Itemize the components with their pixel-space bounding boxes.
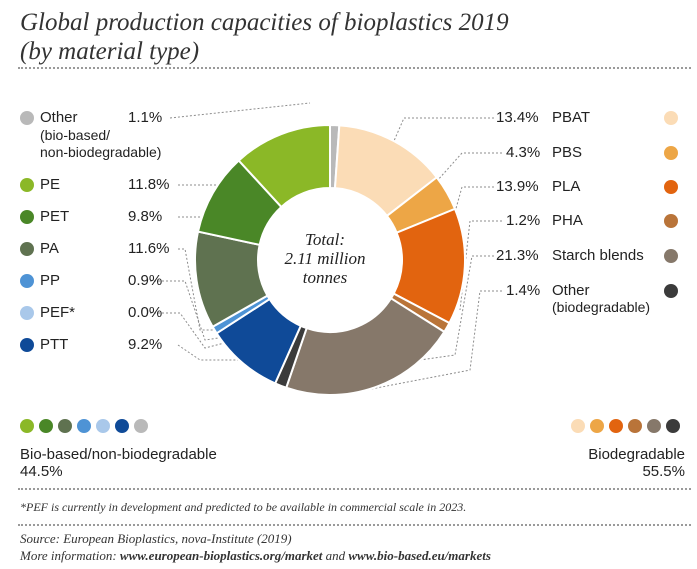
- legend-label-pla: PLA: [552, 178, 581, 195]
- pct-starch: 21.3%: [496, 247, 539, 264]
- more-info-and: and: [322, 548, 349, 563]
- pct-pp: 0.9%: [128, 272, 163, 289]
- legend-swatch-pha: [664, 214, 678, 228]
- legend-sublabel-other-biodegradable: (biodegradable): [552, 299, 651, 315]
- group-swatch-biodegradable-3: [628, 419, 642, 433]
- pct-pa: 11.6%: [128, 240, 170, 257]
- pct-other-biobased: 1.1%: [128, 109, 163, 126]
- leader-line-other_bd: [339, 290, 502, 396]
- legend-swatch-pp: [20, 274, 34, 288]
- legend-swatch-pe: [20, 178, 34, 192]
- legend-label-pa: PA: [40, 240, 59, 257]
- legend-swatch-pbs: [664, 146, 678, 160]
- group-swatch-biobased-3: [77, 419, 91, 433]
- legend-swatch-pef: [20, 306, 34, 320]
- more-info: More information: www.european-bioplasti…: [20, 547, 491, 564]
- legend-swatch-pa: [20, 242, 34, 256]
- legend-label-pp: PP: [40, 272, 61, 289]
- footnote: *PEF is currently in development and pre…: [20, 500, 467, 514]
- center-line-1: Total:: [304, 230, 345, 249]
- group-label-biobased: Bio-based/non-biodegradable: [20, 446, 217, 463]
- legend-swatch-ptt: [20, 338, 34, 352]
- slice-starch: [284, 296, 446, 396]
- pct-pla: 13.9%: [496, 178, 539, 195]
- top-divider: [18, 67, 691, 69]
- source-line: Source: European Bioplastics, nova-Insti…: [20, 531, 292, 546]
- pct-pet: 9.8%: [128, 208, 163, 225]
- legend-label-pha: PHA: [552, 212, 583, 229]
- legend-label-ptt: PTT: [40, 336, 69, 353]
- group-swatch-biobased-2: [58, 419, 72, 433]
- group-swatch-biodegradable-1: [590, 419, 604, 433]
- group-swatch-biodegradable-4: [647, 419, 661, 433]
- link-bio-based[interactable]: www.bio-based.eu/markets: [348, 548, 491, 563]
- pct-pef: 0.0%: [128, 304, 163, 321]
- leader-line-pbs: [419, 152, 502, 201]
- leader-line-pp: [150, 280, 233, 341]
- legend-swatch-other-biobased: [20, 111, 34, 125]
- legend-swatch-starch: [664, 249, 678, 263]
- leader-line-starch: [419, 255, 494, 361]
- pct-pe: 11.8%: [128, 176, 170, 193]
- bottom-divider: [18, 524, 691, 526]
- legend-label-pet: PET: [40, 208, 70, 225]
- group-label-biodegradable: Biodegradable: [588, 446, 685, 463]
- group-swatch-biobased-5: [115, 419, 129, 433]
- pct-pbs: 4.3%: [506, 144, 541, 161]
- slice-pe: [237, 123, 331, 209]
- chart-title: Global production capacities of bioplast…: [20, 8, 509, 66]
- legend-label-other-biodegradable: Other: [552, 282, 590, 299]
- legend-label-pbs: PBS: [552, 144, 583, 161]
- legend-label-other-biobased: Other: [40, 109, 78, 126]
- legend-sublabel-line1: (bio-based/: [40, 127, 111, 143]
- legend-swatch-pet: [20, 210, 34, 224]
- legend-sublabel-other-biobased: (bio-based/ non-biodegradable): [40, 127, 161, 161]
- leader-line-pef: [150, 312, 237, 349]
- legend-label-pef: PEF*: [40, 304, 76, 321]
- title-line-2: (by material type): [20, 38, 200, 65]
- pct-pbat: 13.4%: [496, 109, 539, 126]
- pct-other-biodegradable: 1.4%: [506, 282, 541, 299]
- legend-label-pe: PE: [40, 176, 61, 193]
- legend-label-pbat: PBAT: [552, 109, 591, 126]
- center-line-3: tonnes: [302, 268, 348, 287]
- legend-swatch-pla: [664, 180, 678, 194]
- legend-label-starch: Starch blends: [552, 247, 644, 264]
- center-total: Total: 2.11 million tonnes: [270, 230, 380, 287]
- group-swatch-biodegradable-5: [666, 419, 680, 433]
- legend-swatch-pbat: [664, 111, 678, 125]
- more-info-prefix: More information:: [20, 548, 120, 563]
- group-swatch-biobased-1: [39, 419, 53, 433]
- legend-sublabel-line2: non-biodegradable): [40, 144, 162, 160]
- leader-line-pha: [459, 220, 502, 311]
- pct-ptt: 9.2%: [128, 336, 163, 353]
- pct-pha: 1.2%: [506, 212, 541, 229]
- leader-line-pbat: [389, 117, 494, 151]
- mid-divider: [18, 488, 691, 490]
- group-pct-biobased: 44.5%: [20, 463, 63, 480]
- group-swatch-biobased-4: [96, 419, 110, 433]
- center-line-2: 2.11 million: [284, 249, 366, 268]
- group-swatch-biodegradable-2: [609, 419, 623, 433]
- title-line-1: Global production capacities of bioplast…: [20, 9, 509, 36]
- leader-line-other_bb: [169, 102, 311, 119]
- leader-line-pa: [178, 248, 220, 331]
- group-swatch-biobased-0: [20, 419, 34, 433]
- group-swatch-biodegradable-0: [571, 419, 585, 433]
- group-pct-biodegradable: 55.5%: [642, 463, 685, 480]
- legend-swatch-other-biodegradable: [664, 284, 678, 298]
- link-european-bioplastics[interactable]: www.european-bioplastics.org/market: [119, 548, 323, 563]
- group-swatch-biobased-6: [134, 419, 148, 433]
